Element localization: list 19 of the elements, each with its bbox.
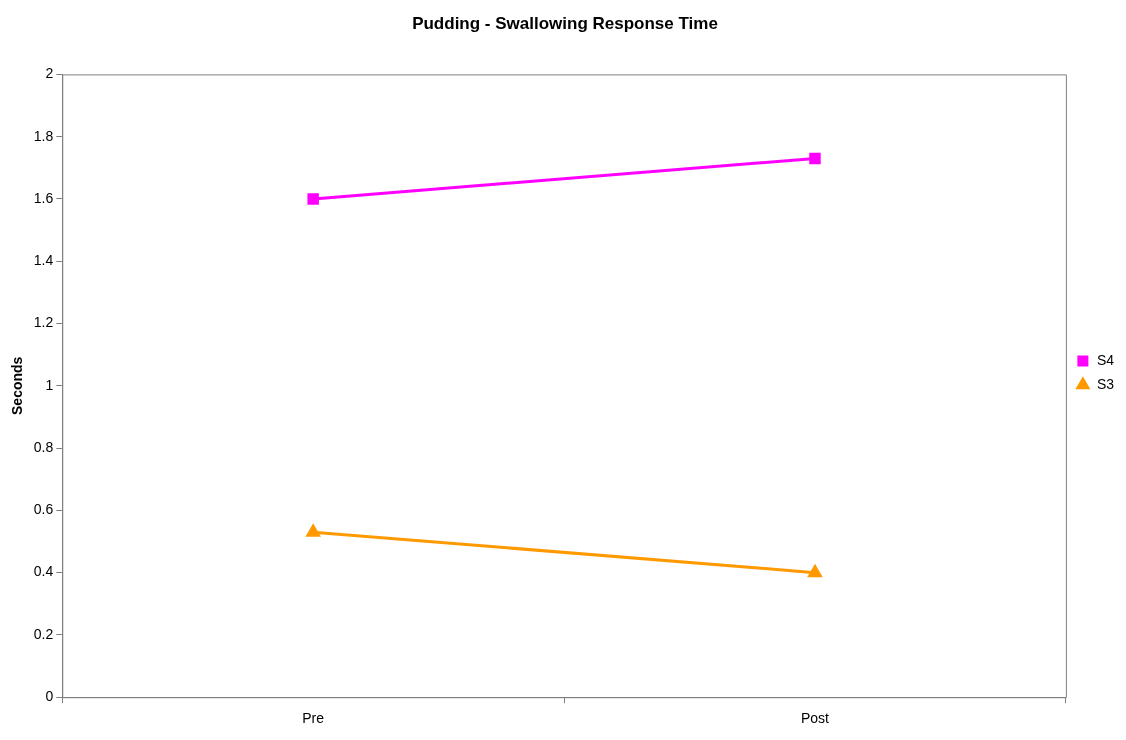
y-tick-label: 2 xyxy=(45,65,54,82)
y-tick-label: 1.2 xyxy=(33,314,54,331)
point xyxy=(809,152,821,165)
y-axis-title: Seconds xyxy=(9,356,26,415)
legend-label: S3 xyxy=(1096,375,1115,392)
y-tick-label: 1 xyxy=(45,376,54,393)
point xyxy=(307,193,319,205)
y-tick-label: 0 xyxy=(45,688,54,705)
y-tick-label: 1.6 xyxy=(33,189,54,206)
chart-title: Pudding - Swallowing Response Time xyxy=(412,13,718,33)
y-tick-label: 0.2 xyxy=(33,625,54,642)
y-tick-label: 0.4 xyxy=(33,563,54,580)
y-tick-label: 0.6 xyxy=(33,501,54,518)
x-tick-label: Post xyxy=(800,710,830,727)
x-tick-label: Pre xyxy=(302,710,325,727)
y-tick-label: 1.8 xyxy=(33,127,54,144)
legend-label: S4 xyxy=(1096,351,1115,368)
y-tick-label: 0.8 xyxy=(33,438,54,455)
y-tick-label: 1.4 xyxy=(33,252,54,269)
